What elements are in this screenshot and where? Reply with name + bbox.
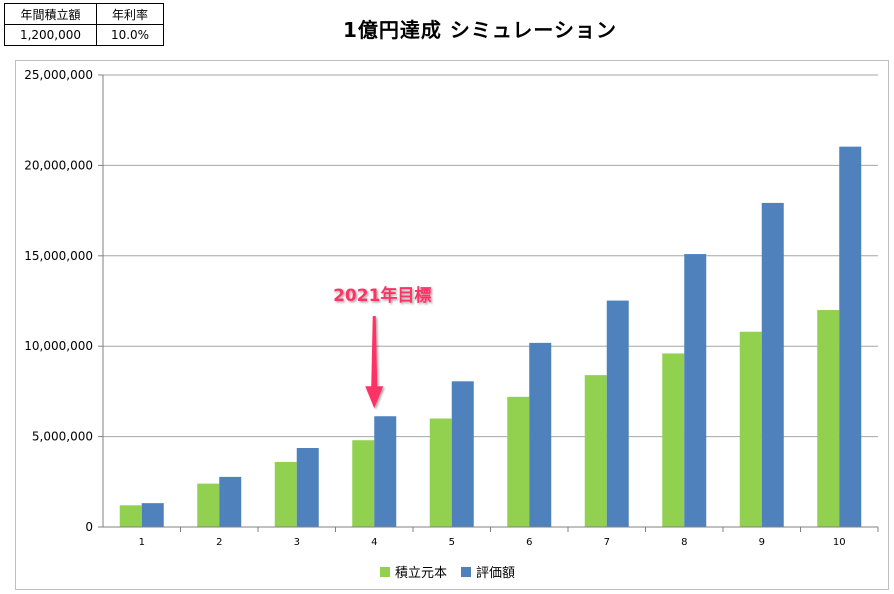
x-tick-label: 9 — [759, 537, 765, 548]
chart-frame — [15, 60, 889, 590]
chart-title: 1億円達成 シミュレーション — [342, 18, 618, 42]
parameter-table: 年間積立額 年利率 1,200,000 10.0% — [4, 3, 164, 46]
bar-valuation — [684, 254, 707, 527]
x-tick-label: 6 — [526, 537, 532, 548]
y-tick-label: 25,000,000 — [24, 68, 93, 82]
bar-principal — [817, 310, 840, 527]
bar-principal — [507, 396, 530, 527]
legend-label-principal: 積立元本 — [395, 566, 448, 581]
interest-rate-value: 10.0% — [96, 24, 164, 46]
chart-legend: 積立元本 評価額 — [380, 562, 529, 581]
bar-valuation — [219, 476, 242, 527]
legend-label-valuation: 評価額 — [476, 566, 516, 581]
x-tick-label: 2 — [216, 537, 222, 548]
bar-principal — [662, 353, 685, 527]
bar-principal — [274, 461, 297, 527]
x-tick-label: 5 — [449, 537, 455, 548]
legend-swatch-principal — [380, 566, 390, 577]
bar-valuation — [606, 300, 629, 527]
bar-valuation — [296, 448, 319, 527]
bar-valuation — [761, 202, 784, 527]
x-tick-label: 10 — [833, 537, 846, 548]
annotation-label: 2021年目標 — [333, 285, 431, 306]
bar-valuation — [839, 146, 862, 527]
x-tick-label: 3 — [294, 537, 300, 548]
legend-item-valuation: 評価額 — [461, 562, 515, 581]
bar-valuation — [141, 503, 164, 527]
bar-principal — [197, 483, 220, 527]
bar-valuation — [529, 342, 552, 527]
annotation-arrow — [365, 316, 384, 409]
y-tick-label: 10,000,000 — [24, 339, 93, 353]
bar-principal — [584, 375, 607, 527]
y-tick-label: 15,000,000 — [24, 249, 93, 263]
x-tick-label: 8 — [681, 537, 687, 548]
x-tick-label: 4 — [371, 537, 377, 548]
annual-contribution-value: 1,200,000 — [4, 24, 97, 46]
annotation-arrow-group — [365, 316, 384, 409]
legend-item-principal: 積立元本 — [380, 562, 447, 581]
x-tick-label: 1 — [139, 537, 145, 548]
bar-principal — [429, 418, 452, 527]
bar-valuation — [374, 416, 397, 527]
y-tick-label: 20,000,000 — [24, 158, 93, 172]
x-tick-label: 7 — [604, 537, 610, 548]
bar-principal — [352, 440, 375, 527]
y-tick-label: 5,000,000 — [32, 430, 93, 444]
bar-principal — [739, 331, 762, 527]
legend-swatch-valuation — [461, 566, 472, 577]
bar-principal — [119, 505, 142, 527]
bar-valuation — [451, 381, 474, 527]
y-tick-label: 0 — [85, 520, 93, 534]
